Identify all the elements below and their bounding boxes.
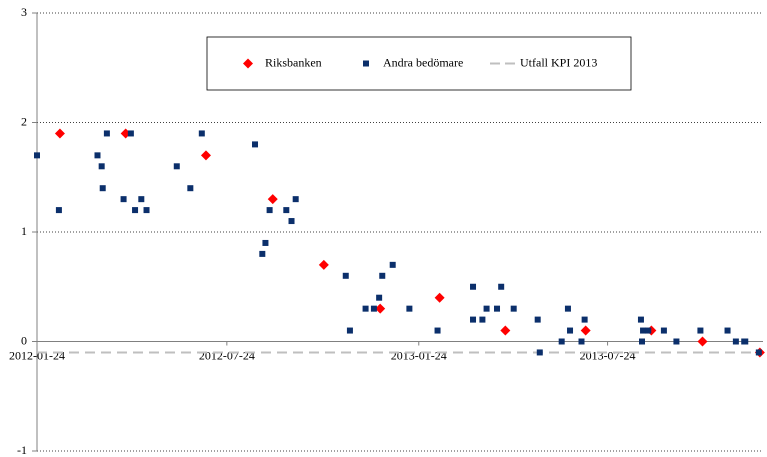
point <box>534 316 541 323</box>
point <box>34 152 40 159</box>
point <box>143 207 150 214</box>
point <box>362 305 369 312</box>
point <box>578 338 585 345</box>
point <box>470 283 477 290</box>
x-tick-label: 2012-07-24 <box>199 348 255 362</box>
point <box>346 327 353 334</box>
legend-box <box>206 36 632 91</box>
point <box>252 141 259 148</box>
y-tick-label: 3 <box>21 5 27 19</box>
point <box>94 152 101 159</box>
point <box>200 150 211 161</box>
legend-label: Riksbanken <box>265 55 322 69</box>
point <box>267 194 278 205</box>
y-tick-label: 1 <box>21 224 27 238</box>
point <box>55 207 62 214</box>
y-tick-label: -1 <box>17 443 27 457</box>
point <box>755 349 762 356</box>
point <box>581 316 588 323</box>
point <box>536 349 543 356</box>
point <box>639 338 645 345</box>
point <box>198 130 205 137</box>
point <box>283 207 290 214</box>
point <box>318 259 329 270</box>
point <box>138 196 145 203</box>
point <box>288 218 295 225</box>
legend-marker <box>243 58 253 69</box>
legend-marker <box>363 60 369 67</box>
point <box>434 327 441 334</box>
x-tick-label: 2013-07-24 <box>580 348 636 362</box>
point <box>724 327 731 334</box>
point <box>127 130 134 137</box>
point <box>732 338 739 345</box>
point <box>660 327 667 334</box>
point <box>103 130 110 137</box>
point <box>640 327 647 334</box>
point <box>120 196 127 203</box>
point <box>500 325 511 336</box>
point <box>173 163 180 170</box>
point <box>406 305 413 312</box>
point <box>580 325 591 336</box>
point <box>434 292 445 303</box>
y-tick-label: 2 <box>21 114 27 128</box>
y-tick-label: 0 <box>21 333 27 347</box>
point <box>510 305 517 312</box>
x-tick-label: 2013-01-24 <box>391 348 447 362</box>
legend-label: Andra bedömare <box>383 55 463 69</box>
point <box>697 327 704 334</box>
point <box>673 338 680 345</box>
point <box>483 305 490 312</box>
point <box>375 303 386 314</box>
point <box>376 294 383 301</box>
point <box>637 316 644 323</box>
point <box>98 163 105 170</box>
point <box>262 239 269 246</box>
point <box>564 305 571 312</box>
point <box>558 338 565 345</box>
point <box>259 250 266 257</box>
point <box>494 305 501 312</box>
point <box>99 185 106 192</box>
point <box>389 261 396 268</box>
point <box>742 338 749 345</box>
point <box>132 207 139 214</box>
point <box>470 316 477 323</box>
point <box>498 283 505 290</box>
point <box>370 305 377 312</box>
point <box>266 207 273 214</box>
point <box>54 128 65 139</box>
point <box>379 272 386 279</box>
point <box>292 196 299 203</box>
point <box>645 327 652 334</box>
point <box>697 336 708 347</box>
point <box>342 272 349 279</box>
point <box>479 316 486 323</box>
x-tick-label: 2012-01-24 <box>9 348 65 362</box>
legend-label: Utfall KPI 2013 <box>520 55 597 69</box>
point <box>567 327 574 334</box>
point <box>187 185 194 192</box>
